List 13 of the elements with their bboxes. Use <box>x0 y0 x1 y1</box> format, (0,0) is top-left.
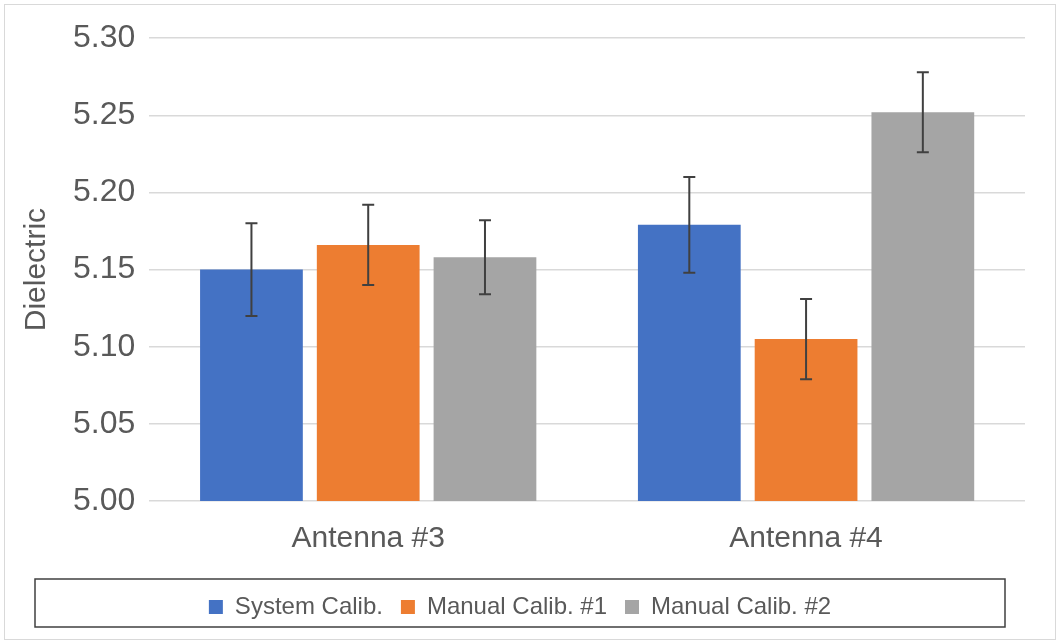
y-tick-label: 5.05 <box>73 403 136 440</box>
y-tick-label: 5.20 <box>73 172 136 209</box>
legend-label: Manual Calib. #2 <box>651 591 832 619</box>
legend-label: Manual Calib. #1 <box>426 591 608 619</box>
legend-label: System Calib. <box>234 591 383 619</box>
x-tick-label: Antenna #3 <box>291 520 445 554</box>
y-tick-label: 5.30 <box>73 18 136 55</box>
y-tick-label: 5.15 <box>73 249 136 286</box>
x-tick-label: Antenna #4 <box>729 520 883 554</box>
y-tick-label: 5.25 <box>73 95 136 132</box>
y-tick-label: 5.10 <box>73 326 136 363</box>
y-axis-title: Dielectric <box>18 207 52 332</box>
y-tick-label: 5.00 <box>73 480 136 517</box>
